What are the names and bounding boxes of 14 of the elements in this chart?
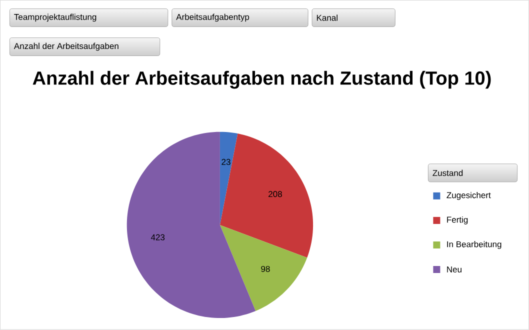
legend-label: Neu bbox=[447, 266, 462, 273]
text: Kanal bbox=[316, 14, 338, 21]
text: Anzahl der Arbeitsaufgaben bbox=[14, 42, 118, 51]
data-label: 98 bbox=[261, 266, 270, 272]
data-label: 423 bbox=[150, 234, 165, 240]
text: Teamprojektauflistung bbox=[14, 14, 96, 22]
chart-title: Anzahl der Arbeitsaufgaben nach Zustand (Top 10) bbox=[32, 70, 491, 89]
legend-label: Zugesichert bbox=[446, 192, 491, 200]
legend-title: Zustand bbox=[432, 170, 463, 176]
legend-label: Fertig bbox=[447, 216, 468, 225]
text: Arbeitsaufgabentyp bbox=[176, 14, 250, 22]
data-label: 23 bbox=[222, 159, 230, 166]
legend-label: In Bearbeitung bbox=[447, 241, 502, 250]
data-label: 208 bbox=[268, 191, 282, 198]
